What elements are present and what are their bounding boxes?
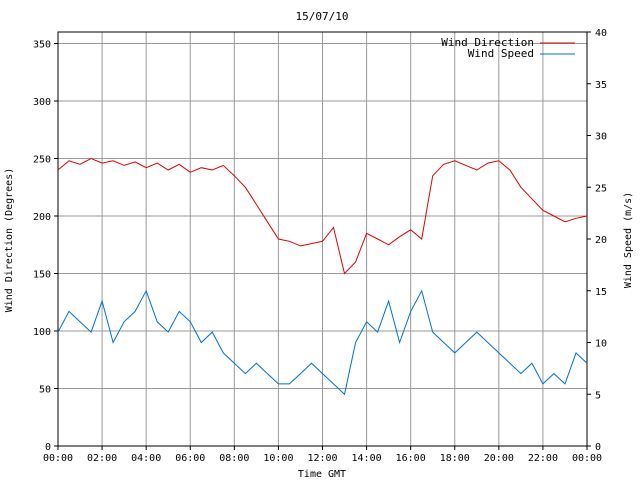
grid <box>58 32 587 446</box>
left-axis-ticks: 0 50 100 150 200 250 300 350 <box>33 40 58 453</box>
left-tick-label: 150 <box>33 270 51 281</box>
left-tick-label: 250 <box>33 155 51 166</box>
legend: Wind Direction Wind Speed <box>441 36 575 60</box>
right-tick-label: 15 <box>595 287 607 298</box>
right-tick-label: 25 <box>595 183 607 194</box>
left-tick-label: 100 <box>33 327 51 338</box>
right-axis-label: Wind Speed (m/s) <box>623 192 634 288</box>
legend-label-wind-speed: Wind Speed <box>468 47 534 60</box>
right-tick-label: 35 <box>595 80 607 91</box>
x-tick-label: 14:00 <box>352 453 382 464</box>
right-axis-ticks: 0 5 10 15 20 25 30 35 40 <box>587 28 607 453</box>
x-tick-label: 02:00 <box>87 453 117 464</box>
x-tick-label: 18:00 <box>440 453 470 464</box>
x-tick-label: 12:00 <box>307 453 337 464</box>
right-tick-label: 30 <box>595 132 607 143</box>
series-line-wind-direction <box>57 157 588 275</box>
x-tick-label: 00:00 <box>572 453 602 464</box>
x-axis-ticks: 00:00 02:00 04:00 06:00 08:00 10:00 12:00 14:00… <box>43 446 602 464</box>
legend-label-wind-direction: Wind Direction <box>441 36 534 49</box>
x-tick-label: 04:00 <box>131 453 161 464</box>
x-tick-label: 16:00 <box>396 453 426 464</box>
x-tick-label: 06:00 <box>175 453 205 464</box>
series-line-wind-speed <box>57 289 588 396</box>
series-layer <box>57 157 588 396</box>
right-tick-label: 5 <box>595 390 601 401</box>
left-tick-label: 350 <box>33 40 51 51</box>
right-tick-label: 20 <box>595 235 607 246</box>
right-tick-label: 0 <box>595 442 601 453</box>
left-axis-label: Wind Direction (Degrees) <box>4 168 15 313</box>
x-tick-label: 22:00 <box>528 453 558 464</box>
left-tick-label: 200 <box>33 212 51 223</box>
right-tick-label: 40 <box>595 28 607 39</box>
left-tick-label: 50 <box>39 385 51 396</box>
x-tick-label: 20:00 <box>484 453 514 464</box>
x-axis-label: Time GMT <box>298 469 346 480</box>
x-tick-label: 08:00 <box>219 453 249 464</box>
left-tick-label: 300 <box>33 97 51 108</box>
left-tick-label: 0 <box>45 442 51 453</box>
x-tick-label: 00:00 <box>43 453 73 464</box>
chart-title: 15/07/10 <box>296 10 349 23</box>
x-tick-label: 10:00 <box>263 453 293 464</box>
right-tick-label: 10 <box>595 339 607 350</box>
